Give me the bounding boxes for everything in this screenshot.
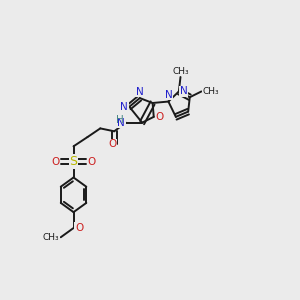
Text: N: N [136,87,144,97]
Text: O: O [156,112,164,122]
Text: O: O [52,157,60,166]
Text: CH₃: CH₃ [172,67,189,76]
Text: O: O [75,223,83,233]
Text: N: N [120,102,128,112]
Text: S: S [70,155,77,168]
Text: N: N [180,86,188,96]
Text: N: N [164,90,172,100]
Text: O: O [87,157,95,166]
Text: CH₃: CH₃ [43,233,60,242]
Text: O: O [108,139,117,149]
Text: N: N [117,118,125,128]
Text: H: H [116,115,124,125]
Text: CH₃: CH₃ [202,87,219,96]
